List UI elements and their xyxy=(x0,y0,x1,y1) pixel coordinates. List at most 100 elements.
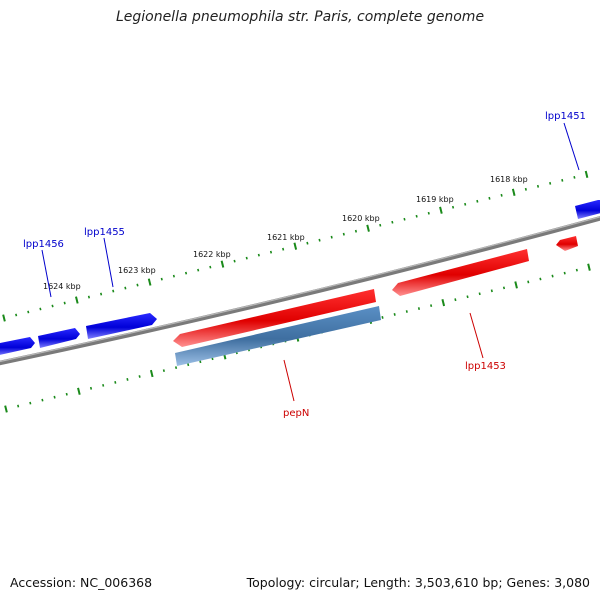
tick-label-1621: 1621 kbp xyxy=(267,233,305,242)
tick-label-1623: 1623 kbp xyxy=(118,266,156,275)
gene-label-pepN[interactable]: pepN xyxy=(283,408,309,419)
scale-tick xyxy=(199,360,202,364)
scale-tick xyxy=(551,274,554,278)
scale-tick xyxy=(478,292,481,296)
scale-tick xyxy=(257,253,260,257)
scale-tick xyxy=(441,299,446,307)
scale-tick xyxy=(138,375,141,378)
scale-tick xyxy=(417,307,421,310)
callout-line-lpp1455 xyxy=(103,237,114,288)
scale-tick xyxy=(536,184,540,188)
scale-tick xyxy=(4,405,8,413)
callout-line-lpp1456 xyxy=(41,249,52,298)
scale-tick xyxy=(354,229,358,233)
scale-tick xyxy=(330,235,333,239)
gene-label-lpp1455[interactable]: lpp1455 xyxy=(84,227,125,238)
scale-tick xyxy=(391,220,394,224)
scale-tick xyxy=(366,224,370,232)
scale-tick xyxy=(502,286,506,290)
scale-tick xyxy=(197,268,200,272)
scale-tick xyxy=(381,316,384,319)
scale-tick xyxy=(439,206,443,214)
scale-tick xyxy=(464,202,467,206)
gene-red-large[interactable] xyxy=(173,289,376,347)
scale-tick xyxy=(89,386,93,390)
gene-left-edge[interactable] xyxy=(0,337,35,356)
gene-label-lpp1453[interactable]: lpp1453 xyxy=(465,361,506,372)
scale-tick xyxy=(65,392,68,396)
tick-label-1619: 1619 kbp xyxy=(416,195,454,204)
accession-text: Accession: NC_006368 xyxy=(10,575,153,590)
callout-line-lpp1451 xyxy=(563,122,580,171)
scale-tick xyxy=(114,381,117,384)
scale-tick xyxy=(430,304,433,307)
scale-tick xyxy=(587,263,591,271)
scale-tick xyxy=(174,366,178,370)
scale-tick xyxy=(561,178,564,182)
genome-backbone xyxy=(0,216,600,366)
gene-lpp1453[interactable] xyxy=(392,249,529,296)
scale-tick xyxy=(282,247,285,251)
scale-tick xyxy=(584,170,589,178)
scale-tick xyxy=(490,289,493,293)
scale-tick xyxy=(318,238,321,242)
genome-summary-text: Topology: circular; Length: 3,503,610 bp… xyxy=(246,575,590,590)
tick-label-1620: 1620 kbp xyxy=(342,214,380,223)
scale-tick xyxy=(162,369,165,372)
scale-tick xyxy=(39,307,42,311)
scale-tick xyxy=(75,296,79,304)
scale-tick xyxy=(403,217,406,221)
scale-tick xyxy=(476,199,479,203)
tick-track-outer xyxy=(4,263,591,413)
scale-tick xyxy=(245,256,248,260)
callout-line-pepN xyxy=(283,359,295,402)
tick-label-1618: 1618 kbp xyxy=(490,175,528,184)
scale-tick xyxy=(427,211,430,215)
scale-tick xyxy=(17,404,20,408)
scale-tick xyxy=(2,314,6,322)
scale-tick xyxy=(454,298,457,302)
scale-tick xyxy=(269,250,273,254)
scale-tick xyxy=(172,274,175,278)
scale-tick xyxy=(527,280,530,284)
scale-tick xyxy=(524,187,527,191)
scale-tick xyxy=(53,395,56,399)
scale-tick xyxy=(51,304,54,308)
scale-tick xyxy=(160,277,163,281)
scale-tick xyxy=(514,281,518,289)
scale-tick xyxy=(573,175,576,179)
page-title: Legionella pneumophila str. Paris, compl… xyxy=(115,9,485,25)
gene-lpp1451[interactable] xyxy=(575,200,600,219)
gene-pepN[interactable] xyxy=(175,306,381,366)
scale-tick xyxy=(393,313,396,316)
scale-tick xyxy=(466,295,469,299)
tick-label-1624: 1624 kbp xyxy=(43,282,81,291)
gene-label-lpp1451[interactable]: lpp1451 xyxy=(545,111,586,122)
scale-tick xyxy=(405,310,408,313)
tick-label-1622: 1622 kbp xyxy=(193,250,231,259)
gene-red-small[interactable] xyxy=(556,236,578,251)
scale-tick xyxy=(488,196,491,200)
scale-tick xyxy=(136,283,139,287)
scale-tick xyxy=(549,181,552,185)
scale-tick xyxy=(102,383,105,387)
gene-lpp1455[interactable] xyxy=(86,313,157,339)
scale-tick xyxy=(187,363,190,367)
scale-tick xyxy=(220,260,225,268)
scale-tick xyxy=(27,310,30,314)
tick-track-inner xyxy=(2,170,589,322)
scale-tick xyxy=(415,214,418,218)
scale-tick xyxy=(112,289,115,293)
scale-tick xyxy=(149,369,154,378)
gene-lpp1456[interactable] xyxy=(38,328,80,348)
scale-tick xyxy=(539,277,542,281)
gene-label-lpp1456[interactable]: lpp1456 xyxy=(23,239,64,250)
scale-tick xyxy=(342,232,345,236)
scale-tick xyxy=(15,313,18,317)
scale-tick xyxy=(29,401,32,405)
scale-tick xyxy=(451,205,455,209)
scale-tick xyxy=(124,286,127,290)
scale-tick xyxy=(511,188,516,196)
